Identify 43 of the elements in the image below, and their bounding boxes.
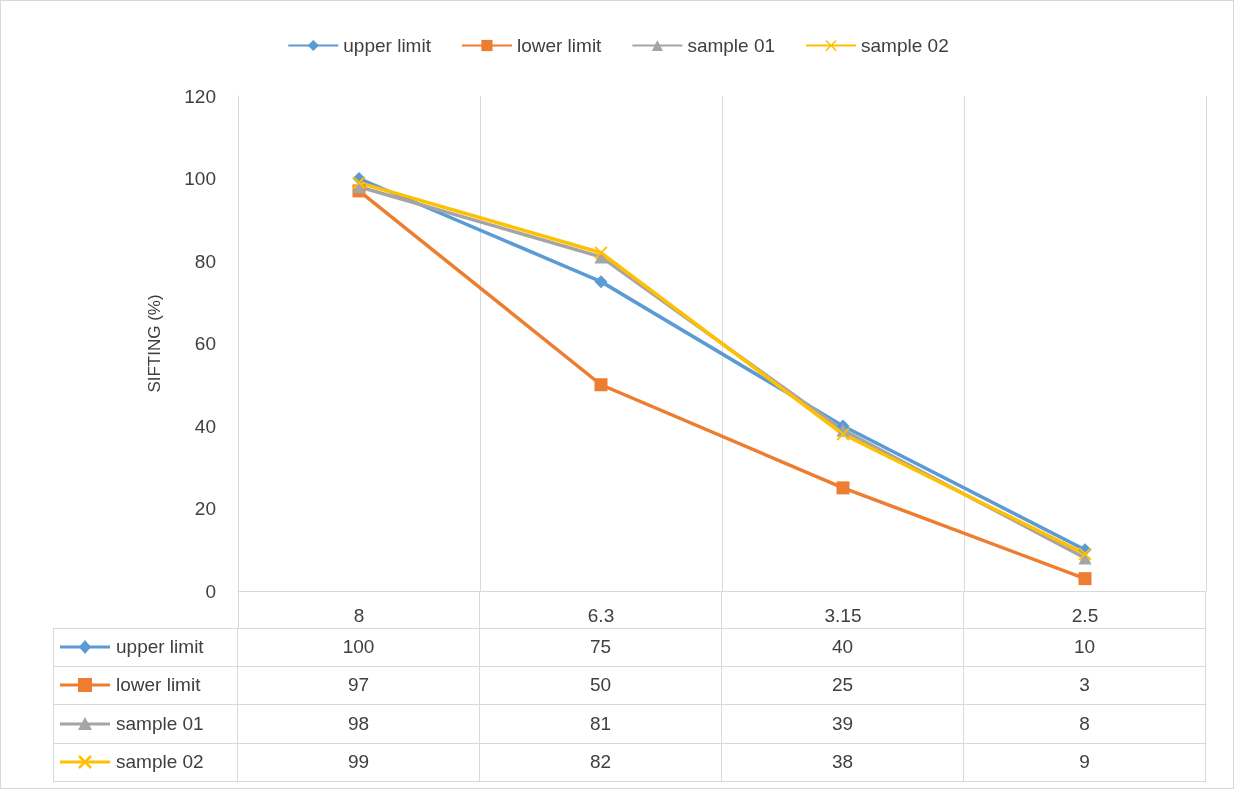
data-label: 100 [238, 628, 480, 667]
text: upper limit [116, 635, 204, 657]
data-label: 81 [480, 705, 722, 744]
data-label: 10 [964, 628, 1206, 667]
point [836, 427, 850, 441]
text: lower limit [116, 674, 201, 696]
data-label: 9 [964, 743, 1206, 782]
data-label: 8 [964, 705, 1206, 744]
legend-label: sample 01 [687, 35, 776, 56]
y-tick-label: 120 [184, 85, 216, 107]
y-tick-label: 20 [194, 498, 216, 519]
point [1078, 547, 1092, 561]
data-label: 97 [238, 666, 480, 705]
y-tick-label: 0 [205, 580, 216, 602]
data-label: 25 [722, 666, 964, 705]
legend-label: lower limit [516, 35, 603, 56]
x-tick-label: 3.15 [824, 605, 862, 626]
data-label: 3 [964, 666, 1206, 705]
legend-label: sample 02 [861, 35, 949, 56]
data-label: 40 [722, 628, 964, 667]
data-label: 99 [238, 743, 480, 782]
point [594, 246, 608, 260]
point [836, 481, 850, 495]
legend-label: upper limit [343, 35, 432, 56]
data-label: 75 [480, 628, 722, 667]
data-label: 98 [238, 705, 480, 744]
point [594, 275, 608, 289]
point [594, 378, 608, 392]
text: sample 01 [116, 712, 204, 734]
y-tick-label: 60 [194, 333, 216, 354]
data-label: 50 [480, 666, 722, 705]
point [1078, 572, 1092, 586]
y-tick-label: 100 [184, 168, 216, 189]
y-tick-label: 80 [194, 250, 216, 272]
data-label: 39 [722, 705, 964, 744]
y-axis-title: SIFTING (%) [145, 294, 164, 393]
y-tick-label: 40 [194, 415, 216, 437]
data-label: 82 [480, 743, 722, 782]
x-tick-label: 8 [353, 605, 365, 626]
x-tick-label: 6.3 [587, 605, 615, 626]
x-tick-label: 2.5 [1071, 605, 1099, 626]
text: sample 02 [116, 751, 204, 773]
data-label: 38 [722, 743, 964, 782]
